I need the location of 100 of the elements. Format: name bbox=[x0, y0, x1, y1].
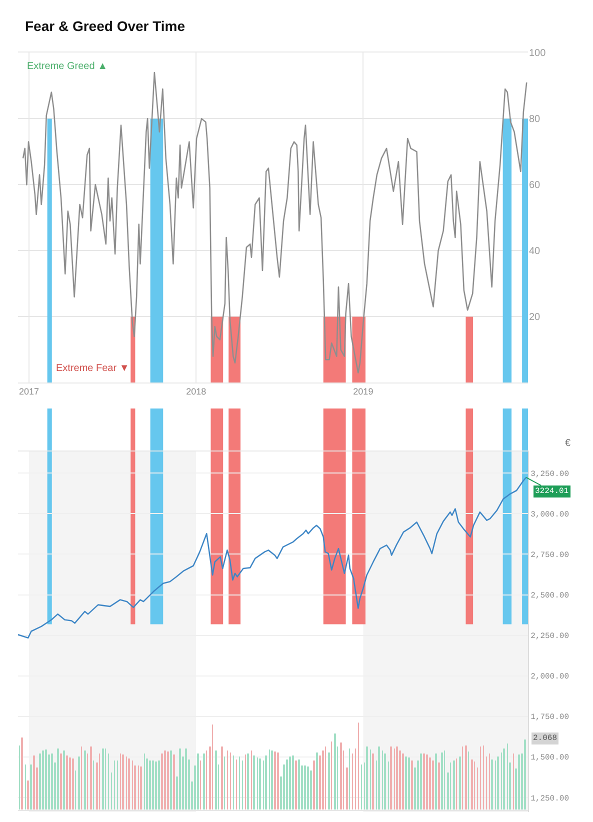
bar bbox=[149, 760, 151, 810]
bar bbox=[524, 740, 526, 810]
bar bbox=[259, 758, 261, 810]
bar bbox=[21, 738, 23, 810]
bar bbox=[122, 754, 124, 810]
bar bbox=[203, 754, 205, 810]
y-tick-label: 40 bbox=[529, 246, 541, 258]
y-tick-label: 1,750.00 bbox=[530, 713, 570, 722]
y-tick-label: 20 bbox=[529, 312, 541, 324]
bar bbox=[265, 756, 267, 810]
bar bbox=[42, 750, 44, 810]
bar bbox=[304, 766, 306, 810]
line-series bbox=[22, 72, 528, 374]
bar bbox=[72, 758, 74, 810]
bar bbox=[45, 750, 47, 810]
y-tick-label: 2,500.00 bbox=[530, 592, 570, 601]
bar bbox=[390, 746, 392, 810]
bar bbox=[271, 750, 273, 810]
bar bbox=[30, 764, 32, 810]
bar bbox=[60, 754, 62, 810]
y-tick-label: 3,000.00 bbox=[530, 510, 570, 520]
bar bbox=[57, 748, 59, 810]
bar bbox=[384, 754, 386, 810]
bar bbox=[423, 754, 425, 810]
bar bbox=[441, 752, 443, 810]
y-tick-label: 3,250.00 bbox=[530, 470, 570, 479]
bar bbox=[215, 750, 217, 810]
bar bbox=[411, 760, 413, 810]
text: 2.068 bbox=[533, 734, 558, 743]
bar bbox=[316, 752, 318, 810]
chart-title: Fear & Greed Over Time bbox=[25, 18, 186, 34]
x-tick-label: 2017 bbox=[18, 386, 40, 396]
text: € bbox=[565, 438, 571, 449]
bar bbox=[158, 760, 160, 810]
annotation: Extreme Fear ▼ bbox=[56, 363, 130, 374]
y-tick-label: 2,750.00 bbox=[530, 551, 570, 560]
x-tick-label: 2019 bbox=[353, 386, 374, 396]
bar bbox=[78, 756, 80, 810]
bar bbox=[328, 752, 330, 810]
bar bbox=[298, 760, 300, 810]
bar bbox=[247, 754, 249, 810]
y-tick-label: 1,500.00 bbox=[530, 754, 570, 763]
bar bbox=[310, 770, 312, 810]
bar bbox=[372, 754, 374, 810]
x-tick-label: 2018 bbox=[186, 386, 206, 396]
bar bbox=[170, 750, 172, 810]
line-series bbox=[18, 476, 527, 639]
bar bbox=[63, 750, 65, 810]
bar bbox=[438, 762, 440, 810]
bar bbox=[471, 760, 473, 810]
bar bbox=[161, 754, 163, 810]
bar bbox=[295, 760, 297, 810]
y-tick-label: 2,250.00 bbox=[530, 632, 570, 642]
bar bbox=[453, 760, 455, 810]
bar bbox=[426, 754, 428, 810]
bar bbox=[140, 766, 142, 810]
bar bbox=[197, 754, 199, 810]
bar bbox=[128, 758, 130, 810]
y-tick-label: 60 bbox=[529, 180, 541, 192]
bar bbox=[497, 756, 499, 810]
bar bbox=[33, 756, 35, 810]
y-tick-label: 1,250.00 bbox=[530, 794, 570, 804]
bar bbox=[396, 746, 398, 810]
bar bbox=[289, 756, 291, 810]
bar bbox=[491, 760, 493, 810]
bar bbox=[27, 780, 29, 810]
bar bbox=[340, 742, 342, 810]
y-tick-label: 100 bbox=[529, 48, 546, 60]
bar bbox=[277, 752, 279, 810]
bar bbox=[286, 760, 288, 810]
bar bbox=[334, 734, 336, 810]
bar bbox=[155, 762, 157, 810]
bar bbox=[164, 750, 166, 810]
bar bbox=[435, 754, 437, 810]
annotation: Extreme Greed ▲ bbox=[27, 61, 108, 72]
bar bbox=[292, 756, 294, 810]
bar bbox=[185, 748, 187, 810]
bar bbox=[179, 748, 181, 810]
bar bbox=[405, 756, 407, 810]
data-label: 3224.01 bbox=[535, 487, 569, 496]
bar bbox=[346, 768, 348, 810]
bar bbox=[378, 746, 380, 810]
bar bbox=[322, 750, 324, 810]
bar bbox=[518, 754, 520, 810]
bar bbox=[432, 760, 434, 810]
bar bbox=[307, 766, 309, 810]
bar bbox=[69, 758, 71, 810]
bar bbox=[253, 756, 255, 810]
bar bbox=[420, 754, 422, 810]
bar bbox=[399, 750, 401, 810]
bar bbox=[51, 754, 53, 810]
bar bbox=[90, 746, 92, 810]
bar bbox=[84, 750, 86, 810]
bar bbox=[152, 760, 154, 810]
y-tick-label: 2,000.00 bbox=[530, 672, 570, 682]
bar bbox=[402, 754, 404, 810]
bar bbox=[167, 752, 169, 810]
bar bbox=[66, 756, 68, 810]
bar bbox=[274, 752, 276, 810]
bar bbox=[408, 758, 410, 810]
